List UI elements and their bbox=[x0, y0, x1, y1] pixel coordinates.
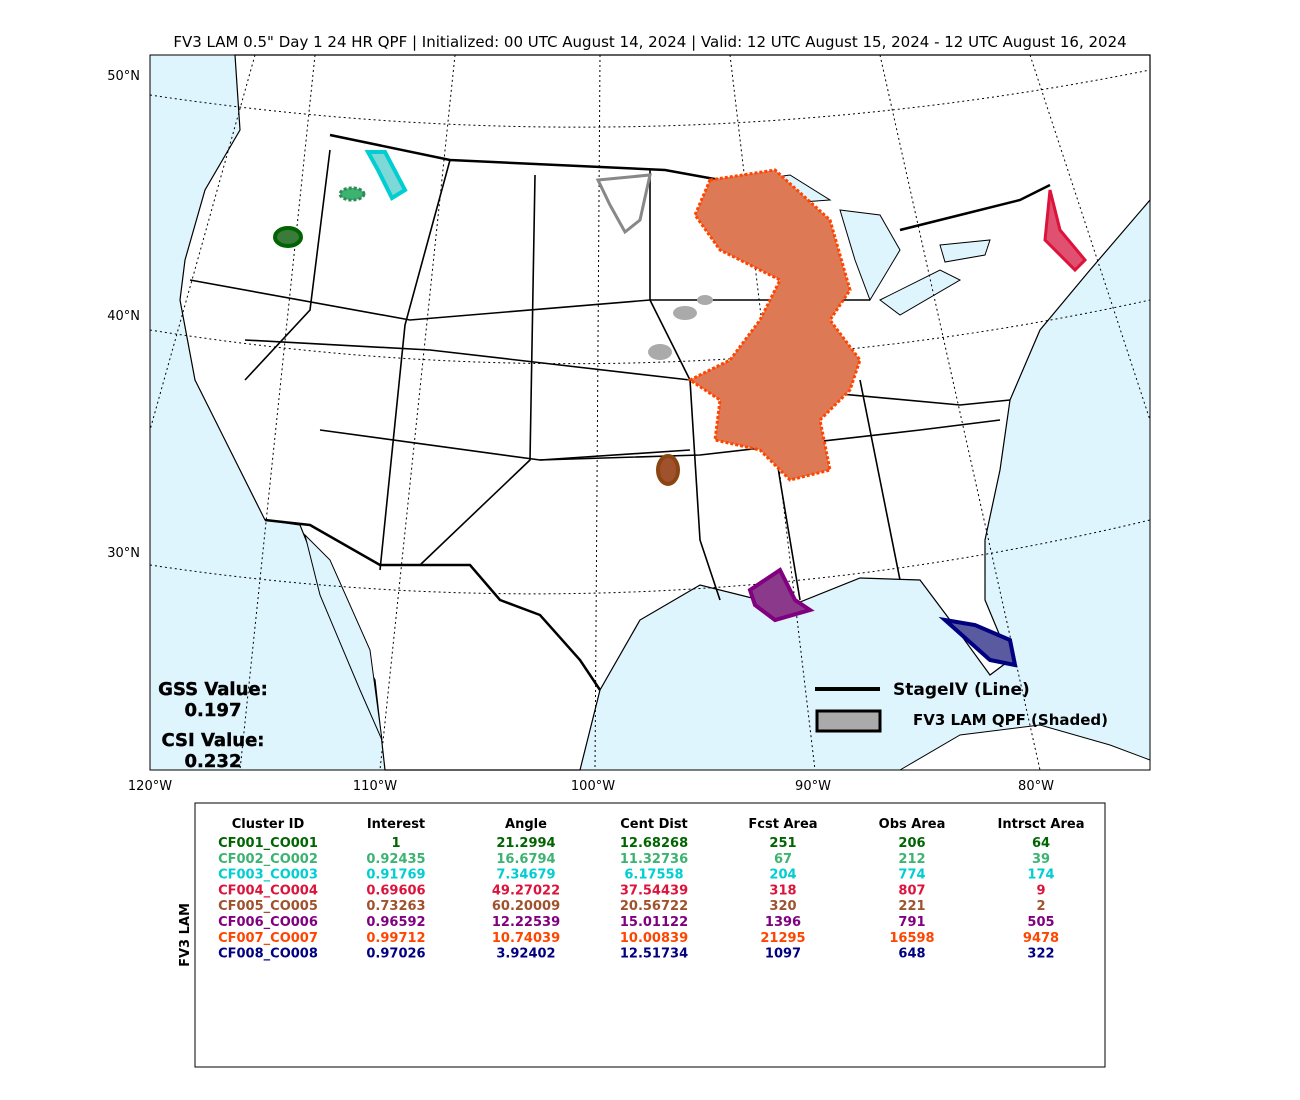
table-cell: 9478 bbox=[1023, 931, 1059, 946]
lat-label: 50°N bbox=[107, 69, 140, 84]
map: GSS Value: 0.197 CSI Value: 0.232 StageI… bbox=[149, 54, 1151, 772]
lon-label: 110°W bbox=[353, 779, 397, 794]
table-header: Intrsct Area bbox=[998, 817, 1085, 832]
table-cell: 318 bbox=[769, 883, 796, 898]
table-cell: 320 bbox=[769, 899, 796, 914]
table-header: Obs Area bbox=[879, 817, 946, 832]
table-cell: 67 bbox=[774, 852, 792, 867]
table-cell: 3.92402 bbox=[496, 947, 555, 962]
table-cell: 251 bbox=[769, 836, 796, 851]
table-cell: 204 bbox=[769, 868, 796, 883]
table-header: Cluster ID bbox=[232, 817, 305, 832]
lon-label: 80°W bbox=[1018, 779, 1054, 794]
table-side-label: FV3 LAM bbox=[178, 903, 193, 967]
table-cell: 9 bbox=[1036, 883, 1045, 898]
csi-label: CSI Value: bbox=[162, 730, 265, 751]
table-header: Interest bbox=[367, 817, 425, 832]
table-cell: CF005_CO005 bbox=[218, 899, 318, 914]
table-cell: 11.32736 bbox=[620, 852, 688, 867]
table-cell: 49.27022 bbox=[492, 883, 560, 898]
table-cell: CF006_CO006 bbox=[218, 915, 318, 930]
table-cell: 7.34679 bbox=[496, 868, 555, 883]
table-cell: CF002_CO002 bbox=[218, 852, 318, 867]
table-cell: 1396 bbox=[765, 915, 801, 930]
table-header: Fcst Area bbox=[748, 817, 817, 832]
gss-value: 0.197 bbox=[185, 700, 242, 721]
table-cell: 0.73263 bbox=[366, 899, 425, 914]
table-cell: 774 bbox=[898, 868, 925, 883]
table-cell: 206 bbox=[898, 836, 925, 851]
table-cell: 0.97026 bbox=[366, 947, 425, 962]
table-cell: 221 bbox=[898, 899, 925, 914]
lon-label: 120°W bbox=[128, 779, 172, 794]
table-cell: 322 bbox=[1027, 947, 1054, 962]
lat-label: 40°N bbox=[107, 309, 140, 324]
table-cell: 39 bbox=[1032, 852, 1050, 867]
table: Cluster ID Interest Angle Cent Dist Fcst Are… bbox=[218, 817, 1084, 962]
title: FV3 LAM 0.5" Day 1 24 HR QPF | Initializ… bbox=[173, 33, 1126, 51]
table-cell: 21.2994 bbox=[496, 836, 555, 851]
lon-labels: 120°W 110°W 100°W 90°W 80°W bbox=[128, 779, 1054, 794]
table-cell: 10.74039 bbox=[492, 931, 560, 946]
table-cell: 791 bbox=[898, 915, 925, 930]
csi-value: 0.232 bbox=[185, 751, 242, 772]
table-cell: 6.17558 bbox=[624, 868, 683, 883]
lat-label: 30°N bbox=[107, 546, 140, 561]
table-cell: 212 bbox=[898, 852, 925, 867]
table-cell: 60.20009 bbox=[492, 899, 560, 914]
clusters bbox=[273, 150, 1088, 668]
table-cell: 16.6794 bbox=[496, 852, 555, 867]
table-header: Angle bbox=[505, 817, 547, 832]
table-cell: 12.51734 bbox=[620, 947, 688, 962]
table-cell: 10.00839 bbox=[620, 931, 688, 946]
lon-label: 90°W bbox=[795, 779, 831, 794]
table-cell: CF007_CO007 bbox=[218, 931, 318, 946]
table-cell: 0.96592 bbox=[366, 915, 425, 930]
table-cell: 16598 bbox=[889, 931, 934, 946]
lat-labels: 50°N 40°N 30°N bbox=[107, 69, 140, 561]
table-cell: CF001_CO001 bbox=[218, 836, 318, 851]
lon-label: 100°W bbox=[571, 779, 615, 794]
table-cell: 0.92435 bbox=[366, 852, 425, 867]
table-cell: 1097 bbox=[765, 947, 801, 962]
table-cell: 174 bbox=[1027, 868, 1054, 883]
table-cell: 12.22539 bbox=[492, 915, 560, 930]
table-cell: 15.01122 bbox=[620, 915, 688, 930]
table-cell: 648 bbox=[898, 947, 925, 962]
gulf-of-california bbox=[304, 533, 383, 741]
table-frame bbox=[194, 802, 1106, 1068]
table-header: Cent Dist bbox=[620, 817, 688, 832]
table-cell: 807 bbox=[898, 883, 925, 898]
land bbox=[179, 54, 1151, 771]
table-cell: 12.68268 bbox=[620, 836, 688, 851]
legend-swatch bbox=[815, 709, 882, 733]
map-frame bbox=[149, 54, 1151, 771]
table-cell: 0.91769 bbox=[366, 868, 425, 883]
table-cell: 505 bbox=[1027, 915, 1054, 930]
table-cell: CF008_CO008 bbox=[218, 947, 318, 962]
legend-shaded-label: FV3 LAM QPF (Shaded) bbox=[913, 711, 1108, 729]
legend-line-label: StageIV (Line) bbox=[893, 680, 1030, 700]
table-cell: CF003_CO003 bbox=[218, 868, 318, 883]
table-cell: 0.99712 bbox=[366, 931, 425, 946]
table-cell: 64 bbox=[1032, 836, 1050, 851]
table-cell: 0.69606 bbox=[366, 883, 425, 898]
table-cell: 20.56722 bbox=[620, 899, 688, 914]
table-cell: 37.54439 bbox=[620, 883, 688, 898]
table-cell: 2 bbox=[1036, 899, 1045, 914]
table-cell: 1 bbox=[391, 836, 400, 851]
table-cell: 21295 bbox=[760, 931, 805, 946]
table-cell: CF004_CO004 bbox=[218, 883, 318, 898]
gss-label: GSS Value: bbox=[158, 679, 268, 700]
